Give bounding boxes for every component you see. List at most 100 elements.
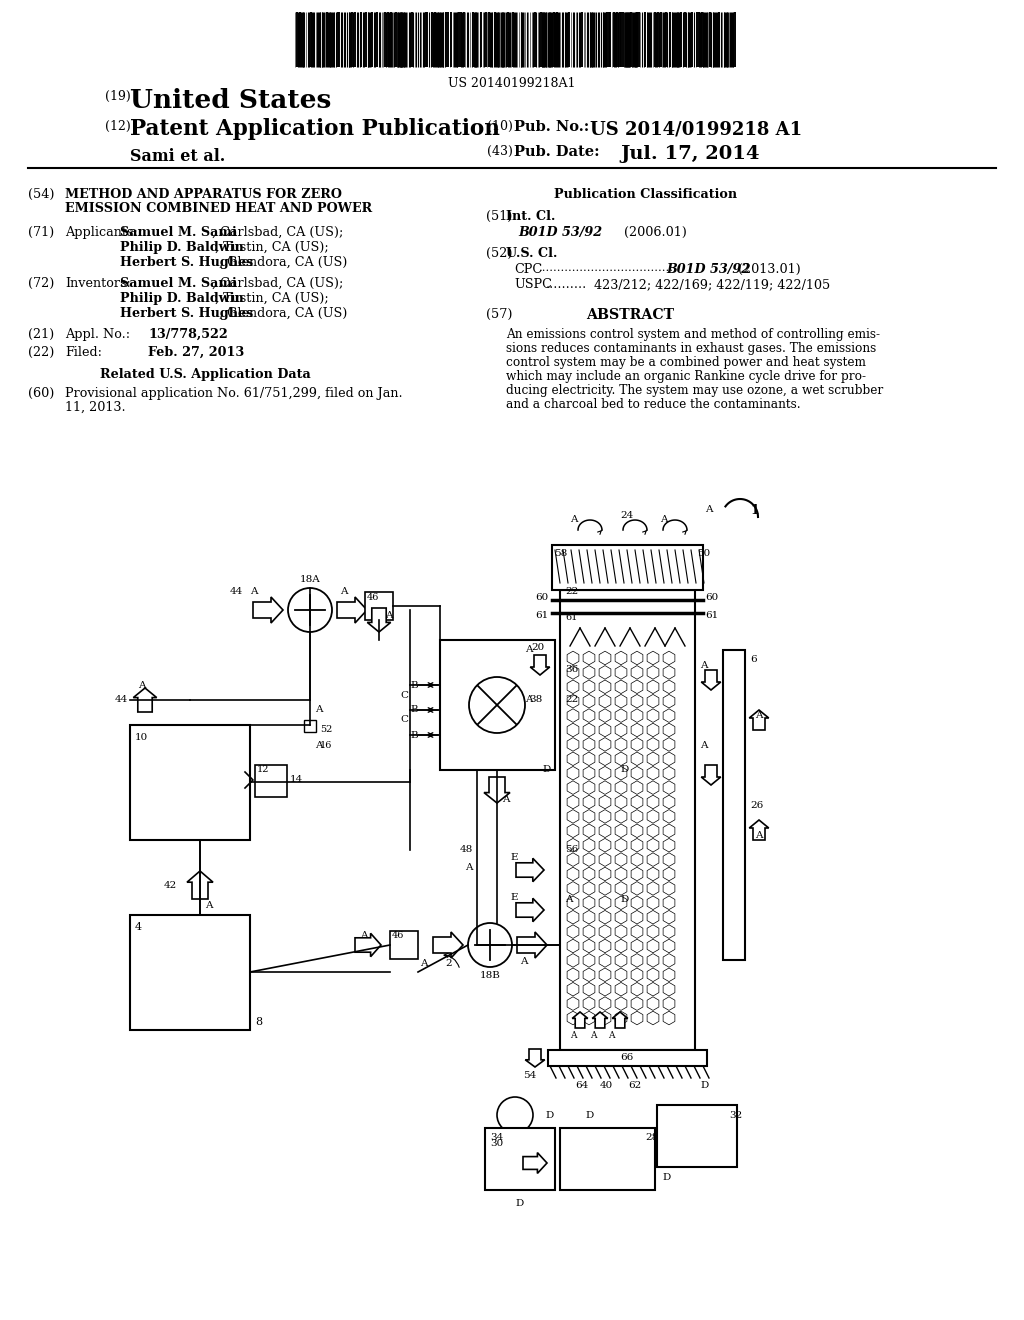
Text: 2: 2	[445, 958, 452, 968]
Text: (2013.01): (2013.01)	[738, 263, 801, 276]
Text: D: D	[545, 1110, 553, 1119]
Text: (52): (52)	[486, 247, 512, 260]
Bar	[548, 1049, 707, 1067]
Text: (43): (43)	[487, 145, 513, 158]
Polygon shape	[484, 777, 510, 803]
Text: , Carlsbad, CA (US);: , Carlsbad, CA (US);	[212, 277, 343, 290]
Text: 24: 24	[620, 511, 633, 520]
Text: 66: 66	[620, 1053, 633, 1063]
Text: An emissions control system and method of controlling emis-: An emissions control system and method o…	[506, 327, 880, 341]
Text: Philip D. Baldwin: Philip D. Baldwin	[120, 292, 244, 305]
Text: , Glendora, CA (US): , Glendora, CA (US)	[219, 308, 347, 319]
Text: 8: 8	[255, 1016, 262, 1027]
Text: 34: 34	[490, 1134, 503, 1143]
Text: 18B: 18B	[479, 970, 501, 979]
Text: A: A	[385, 610, 392, 619]
Polygon shape	[612, 1012, 628, 1028]
Text: , Carlsbad, CA (US);: , Carlsbad, CA (US);	[212, 226, 343, 239]
Text: which may include an organic Rankine cycle drive for pro-: which may include an organic Rankine cyc…	[506, 370, 866, 383]
Bar	[255, 766, 287, 797]
Text: 54: 54	[523, 1071, 537, 1080]
Text: A: A	[315, 741, 323, 750]
Text: A: A	[660, 516, 668, 524]
Polygon shape	[253, 597, 283, 623]
Text: and a charcoal bed to reduce the contaminants.: and a charcoal bed to reduce the contami…	[506, 399, 801, 411]
Text: A: A	[502, 796, 510, 804]
Text: 36: 36	[565, 665, 579, 675]
Text: Related U.S. Application Data: Related U.S. Application Data	[100, 368, 310, 381]
Circle shape	[497, 1097, 534, 1133]
Text: control system may be a combined power and heat system: control system may be a combined power a…	[506, 356, 866, 370]
Text: A: A	[705, 506, 713, 515]
Text: A: A	[520, 957, 527, 965]
Text: A: A	[590, 1031, 597, 1040]
Text: Filed:: Filed:	[65, 346, 102, 359]
Text: 44: 44	[115, 696, 128, 705]
Text: A: A	[420, 958, 427, 968]
Text: United States: United States	[130, 88, 332, 114]
Text: 50: 50	[697, 549, 711, 557]
Text: ..........: ..........	[546, 279, 587, 290]
Text: B01D 53/92: B01D 53/92	[666, 263, 751, 276]
Text: 64: 64	[575, 1081, 588, 1089]
Text: 52: 52	[319, 726, 333, 734]
Text: (71): (71)	[28, 226, 54, 239]
Text: (10): (10)	[487, 120, 513, 133]
Text: (72): (72)	[28, 277, 54, 290]
Text: D: D	[662, 1172, 671, 1181]
Text: Patent Application Publication: Patent Application Publication	[130, 117, 500, 140]
Polygon shape	[523, 1152, 547, 1173]
Text: Inventors:: Inventors:	[65, 277, 131, 290]
Bar	[130, 725, 250, 840]
Text: A: A	[700, 741, 708, 750]
Bar	[560, 590, 695, 1049]
Text: ABSTRACT: ABSTRACT	[586, 308, 674, 322]
Text: METHOD AND APPARATUS FOR ZERO: METHOD AND APPARATUS FOR ZERO	[65, 187, 342, 201]
Text: A: A	[570, 516, 578, 524]
Text: A: A	[608, 1031, 614, 1040]
Bar	[130, 915, 250, 1030]
Text: , Tustin, CA (US);: , Tustin, CA (US);	[215, 242, 329, 253]
Polygon shape	[701, 671, 721, 690]
Text: A: A	[250, 587, 257, 597]
Text: 58: 58	[554, 549, 567, 557]
Polygon shape	[750, 820, 769, 840]
Text: A: A	[755, 830, 763, 840]
Text: B: B	[411, 730, 418, 739]
Text: (54): (54)	[28, 187, 54, 201]
Text: Int. Cl.: Int. Cl.	[506, 210, 555, 223]
Text: 16: 16	[319, 741, 333, 750]
Text: A: A	[570, 1031, 577, 1040]
Polygon shape	[530, 655, 550, 675]
Circle shape	[288, 587, 332, 632]
Text: 22: 22	[565, 587, 579, 597]
Text: 22: 22	[565, 696, 579, 705]
Text: A: A	[340, 587, 347, 597]
Text: Feb. 27, 2013: Feb. 27, 2013	[148, 346, 245, 359]
Text: 30: 30	[490, 1138, 503, 1147]
Text: Philip D. Baldwin: Philip D. Baldwin	[120, 242, 244, 253]
Polygon shape	[750, 710, 769, 730]
Text: USPC: USPC	[514, 279, 552, 290]
Text: A: A	[525, 645, 532, 655]
Text: US 20140199218A1: US 20140199218A1	[449, 77, 575, 90]
Text: 40: 40	[600, 1081, 613, 1089]
Polygon shape	[368, 609, 391, 632]
Text: Publication Classification: Publication Classification	[554, 187, 737, 201]
Text: 423/212; 422/169; 422/119; 422/105: 423/212; 422/169; 422/119; 422/105	[594, 279, 830, 290]
Text: 48: 48	[460, 846, 473, 854]
Text: Appl. No.:: Appl. No.:	[65, 327, 130, 341]
Text: , Tustin, CA (US);: , Tustin, CA (US);	[215, 292, 329, 305]
Text: D: D	[620, 895, 629, 904]
Text: (60): (60)	[28, 387, 54, 400]
Text: D: D	[585, 1110, 593, 1119]
Polygon shape	[355, 933, 381, 957]
Text: D: D	[700, 1081, 709, 1089]
Text: 13/778,522: 13/778,522	[148, 327, 227, 341]
Text: 60: 60	[705, 594, 718, 602]
Text: Provisional application No. 61/751,299, filed on Jan.: Provisional application No. 61/751,299, …	[65, 387, 402, 400]
Text: 1: 1	[750, 503, 759, 516]
Text: 32: 32	[729, 1110, 742, 1119]
Text: Pub. No.:: Pub. No.:	[514, 120, 589, 135]
Text: A: A	[525, 696, 532, 705]
